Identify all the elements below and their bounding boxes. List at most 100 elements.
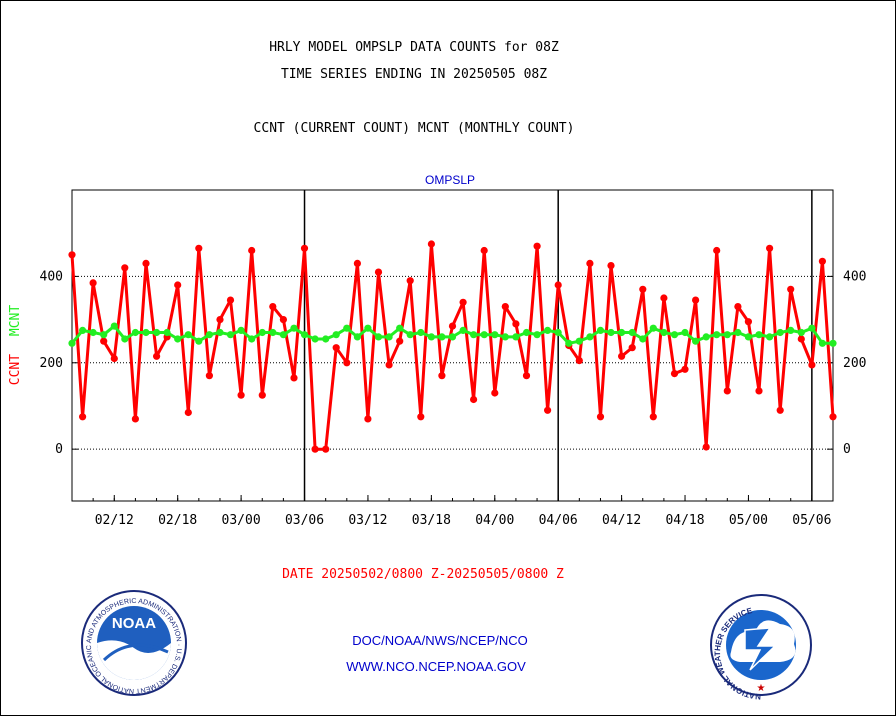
point-ccnt [818,257,827,265]
date-range: DATE 20250502/0800 Z-20250505/0800 Z [282,567,564,582]
point-ccnt [343,359,351,367]
point-mcnt [100,331,108,339]
point-mcnt [258,328,266,337]
point-ccnt [554,281,562,289]
point-ccnt [332,344,340,352]
point-mcnt [174,335,182,343]
point-mcnt [89,328,97,337]
point-ccnt [322,445,330,453]
point-mcnt [776,328,784,337]
point-mcnt [290,324,298,332]
point-mcnt [396,324,404,332]
point-ccnt [121,264,129,272]
point-mcnt [713,331,721,339]
point-mcnt [480,331,488,339]
point-ccnt [670,370,679,378]
point-mcnt [702,333,710,341]
point-mcnt [660,328,668,337]
point-ccnt [723,387,731,395]
x-tick-label: 03/06 [285,513,324,528]
point-mcnt [79,326,87,334]
point-ccnt [226,296,235,304]
point-ccnt [501,303,509,311]
y-tick-label-right: 400 [843,269,866,284]
y-tick-label-left: 0 [55,442,63,457]
panel-label: OMPSLP [425,173,475,187]
x-tick-label: 02/18 [158,513,197,528]
point-mcnt [300,331,309,339]
point-ccnt [68,251,76,259]
y-tick-label-right: 200 [843,356,866,371]
point-mcnt [343,324,351,332]
point-ccnt [364,415,372,423]
point-mcnt [448,333,457,341]
point-ccnt [681,365,689,373]
point-mcnt [829,339,837,347]
point-mcnt [332,331,340,339]
point-ccnt [692,296,700,304]
point-mcnt [649,324,657,332]
point-mcnt [364,324,372,332]
point-mcnt [237,326,245,334]
point-ccnt [713,246,721,255]
point-ccnt [607,262,615,270]
point-mcnt [427,333,435,341]
point-ccnt [734,303,742,311]
point-mcnt [68,339,76,347]
point-mcnt [755,331,763,339]
point-mcnt [818,339,827,347]
point-mcnt [226,331,235,339]
point-mcnt [607,328,615,337]
series-line-ccnt [70,242,835,451]
point-ccnt [417,413,425,421]
point-ccnt [385,361,393,369]
x-tick-label: 04/06 [539,513,578,528]
x-tick-label: 03/18 [412,513,451,528]
series-layer [68,240,837,453]
point-ccnt [533,242,541,250]
point-mcnt [322,335,330,343]
y-tick-label-left: 200 [40,356,63,371]
point-mcnt [205,331,213,339]
point-mcnt [110,322,118,330]
x-tick-label: 03/00 [222,513,261,528]
point-mcnt [153,328,161,337]
point-ccnt [279,316,287,324]
point-mcnt [596,326,605,334]
point-mcnt [670,331,679,339]
point-ccnt [808,361,816,369]
point-ccnt [374,268,383,276]
point-ccnt [311,445,319,453]
point-ccnt [649,413,657,421]
point-ccnt [258,391,266,399]
point-ccnt [438,372,446,380]
point-mcnt [522,328,531,337]
point-mcnt [121,335,129,343]
point-ccnt [89,279,97,287]
point-ccnt [575,357,583,365]
point-mcnt [195,337,203,345]
x-tick-label: 05/06 [792,513,831,528]
x-axis: 02/12 02/18 03/00 03/06 03/12 03/18 04/00 04/06… [71,495,834,528]
website-link[interactable]: WWW.NCO.NCEP.NOAA.GOV [346,659,526,674]
point-mcnt [808,324,816,332]
point-mcnt [628,328,636,337]
x-tick-label: 05/00 [729,513,768,528]
x-tick-label: 02/12 [95,513,134,528]
point-mcnt [692,337,700,345]
point-mcnt [565,339,573,347]
point-ccnt [237,391,245,399]
point-ccnt [829,413,837,421]
point-mcnt [406,331,414,339]
point-ccnt [131,415,139,423]
point-ccnt [480,246,488,255]
point-mcnt [374,333,383,341]
nws-star-icon: ★ [757,683,766,694]
point-ccnt [216,316,224,324]
point-mcnt [734,328,742,337]
chart-subtitle: CCNT (CURRENT COUNT) MCNT (MONTHLY COUNT… [254,121,575,136]
point-mcnt [639,335,647,343]
point-ccnt [300,244,309,252]
point-mcnt [618,328,626,337]
point-mcnt [766,333,774,341]
